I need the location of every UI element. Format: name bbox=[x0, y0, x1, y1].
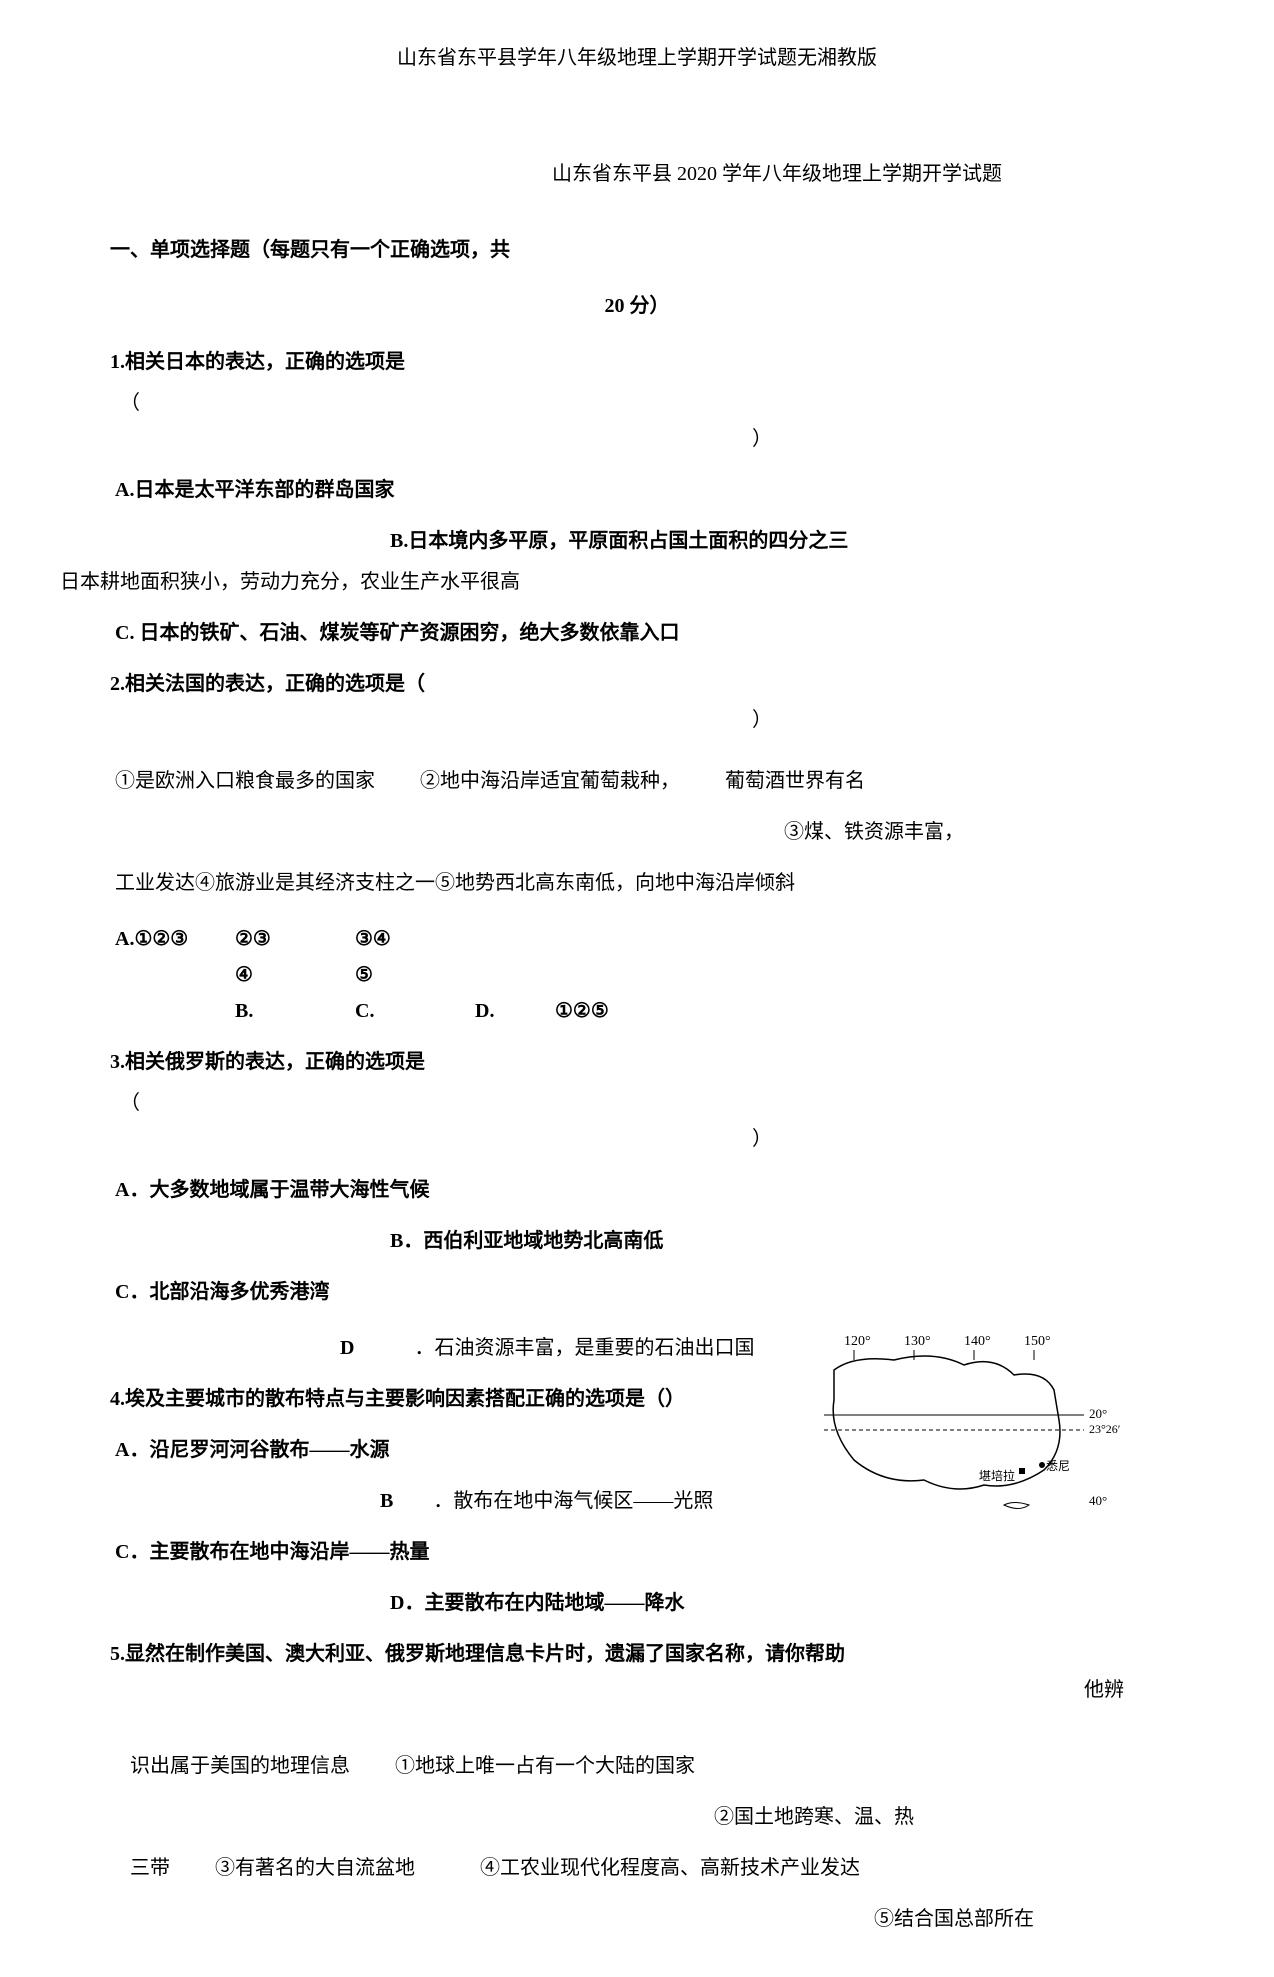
q3-stem: 3.相关俄罗斯的表达，正确的选项是 bbox=[110, 1044, 1214, 1080]
q2-statements-1: ①是欧洲入口粮食最多的国家 ②地中海沿岸适宜葡萄栽种， 葡萄酒世界有名 bbox=[115, 763, 1214, 799]
q2-statements-3: 工业发达④旅游业是其经济支柱之一⑤地势西北高东南低，向地中海沿岸倾斜 bbox=[115, 865, 1214, 901]
svg-text:130°: 130° bbox=[904, 1334, 931, 1349]
q5-stem: 5.显然在制作美国、澳大利亚、俄罗斯地理信息卡片时，遗漏了国家名称，请你帮助 bbox=[110, 1636, 1214, 1672]
q3-option-a: A．大多数地域属于温带大海性气候 bbox=[115, 1172, 1214, 1208]
q1-option-a: A.日本是太平洋东部的群岛国家 bbox=[115, 472, 1214, 508]
q2-options-row1b: ④ ⑤ bbox=[115, 957, 1214, 993]
q2-options-row2: B. C. D. ①②⑤ bbox=[115, 993, 1214, 1029]
q1-option-c: C. 日本的铁矿、石油、煤炭等矿产资源困穷，绝大多数依靠入口 bbox=[115, 615, 1214, 651]
q1-option-b: B.日本境内多平原，平原面积占国土面积的四分之三 bbox=[390, 523, 1214, 559]
svg-text:120°: 120° bbox=[844, 1334, 871, 1349]
q3-option-c: C．北部沿海多优秀港湾 bbox=[115, 1274, 1214, 1310]
q1-open-paren: （ bbox=[120, 385, 1214, 421]
svg-text:23°26′: 23°26′ bbox=[1089, 1422, 1121, 1436]
q4-option-d: D．主要散布在内陆地域——降水 bbox=[390, 1585, 1214, 1621]
q2-stem: 2.相关法国的表达，正确的选项是（ bbox=[110, 666, 1214, 702]
australia-map: 120° 130° 140° 150° 20° 23°26′ 40° 堪培拉 悉… bbox=[804, 1330, 1124, 1520]
q5-line4: ⑤结合国总部所在 bbox=[60, 1901, 1034, 1937]
q5-line2: ②国土地跨寒、温、热 bbox=[60, 1799, 914, 1835]
q5-line1: 识出属于美国的地理信息 ①地球上唯一占有一个大陆的国家 bbox=[130, 1748, 1214, 1784]
page-header: 山东省东平县学年八年级地理上学期开学试题无湘教版 bbox=[60, 40, 1214, 76]
q2-options-row1: A.①②③ ②③ ③④ bbox=[115, 921, 1214, 957]
q5-line3: 三带 ③有著名的大自流盆地 ④工农业现代化程度高、高新技术产业发达 bbox=[130, 1850, 1214, 1886]
section-heading: 一、单项选择题（每题只有一个正确选项，共 bbox=[110, 232, 1214, 268]
svg-text:20°: 20° bbox=[1089, 1406, 1107, 1421]
q2-close-paren: ） bbox=[310, 702, 1214, 738]
q2-statements-2: ③煤、铁资源丰富， bbox=[60, 814, 964, 850]
q3-option-b: B．西伯利亚地域地势北高南低 bbox=[390, 1223, 1214, 1259]
svg-text:150°: 150° bbox=[1024, 1334, 1051, 1349]
exam-title: 山东省东平县 2020 学年八年级地理上学期开学试题 bbox=[340, 156, 1214, 192]
q3-open-paren: （ bbox=[120, 1085, 1214, 1121]
svg-text:悉尼: 悉尼 bbox=[1046, 1459, 1070, 1473]
svg-text:140°: 140° bbox=[964, 1334, 991, 1349]
q3-close-paren: ） bbox=[310, 1121, 1214, 1157]
q1-close-paren: ） bbox=[310, 421, 1214, 457]
q1-continuation: 日本耕地面积狭小，劳动力充分，农业生产水平很高 bbox=[60, 564, 1214, 600]
svg-text:40°: 40° bbox=[1089, 1493, 1107, 1508]
q4-option-c: C．主要散布在地中海沿岸——热量 bbox=[115, 1534, 1214, 1570]
q1-stem: 1.相关日本的表达，正确的选项是 bbox=[110, 344, 1214, 380]
score-text: 20 分） bbox=[60, 288, 1214, 324]
svg-text:堪培拉: 堪培拉 bbox=[979, 1468, 1015, 1483]
q5-stem-cont: 他辨 bbox=[60, 1672, 1124, 1708]
